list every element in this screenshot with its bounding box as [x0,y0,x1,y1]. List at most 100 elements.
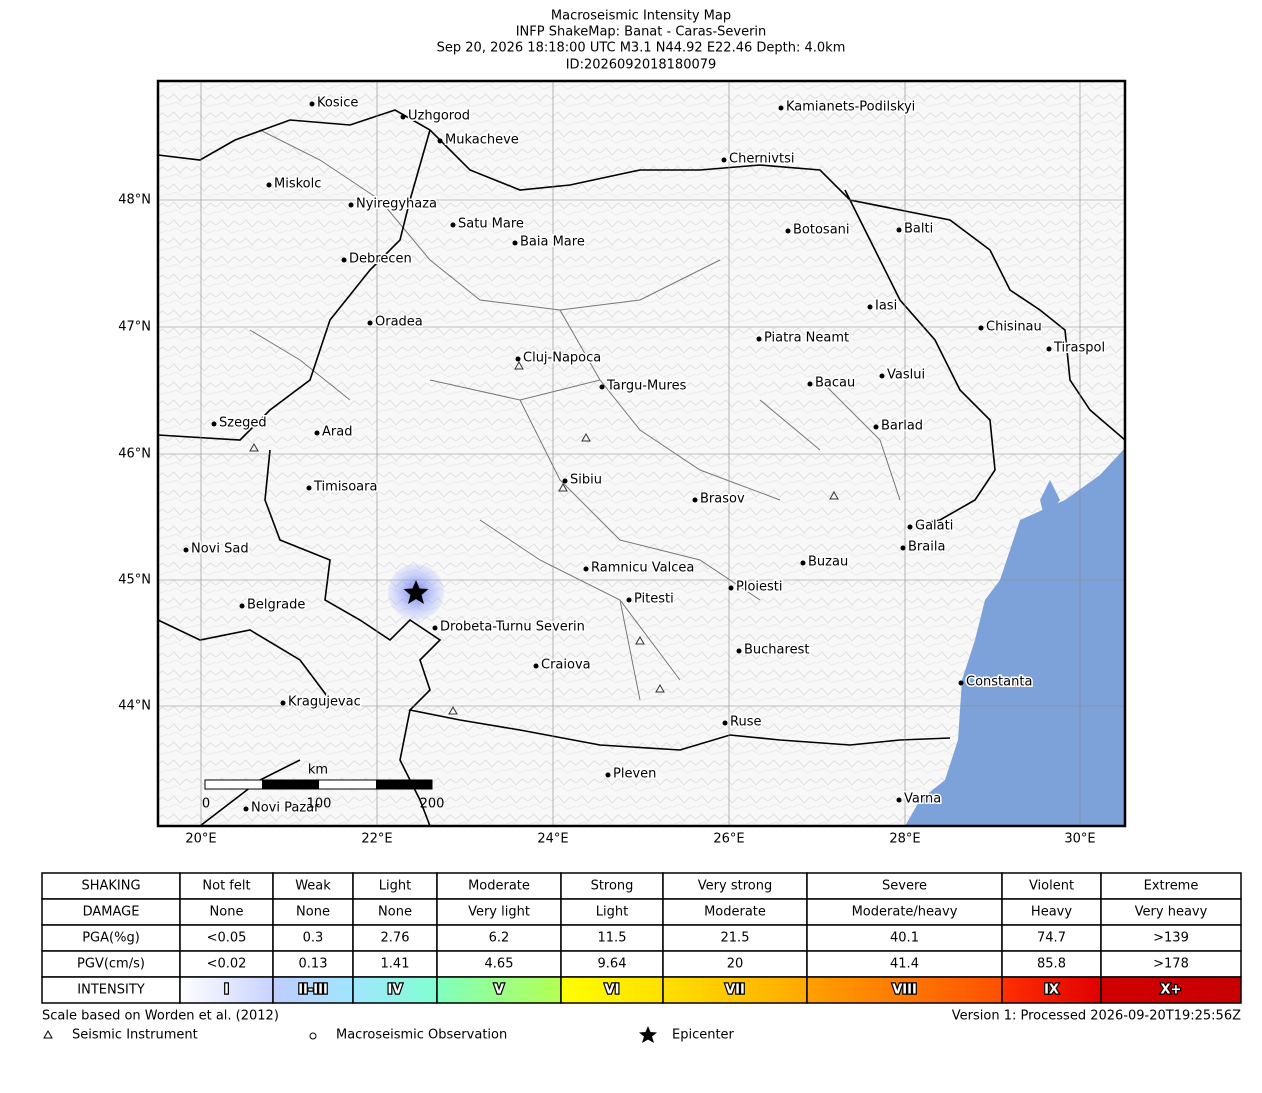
city-label: Chernivtsi [729,152,794,167]
city-dot [721,157,727,163]
city-dot [978,325,984,331]
city-label: Brasov [700,492,745,507]
table-cell [436,872,562,900]
city-dot [515,356,521,362]
table-text: >178 [1153,957,1189,972]
city-label: Ruse [730,715,761,730]
city-dot [309,101,315,107]
city-label: Bacau [815,376,855,391]
city-dot [756,336,762,342]
table-cell [179,872,274,900]
city-dot [785,228,791,234]
border [157,109,1126,441]
station [829,490,839,500]
stations [249,360,839,715]
city-dot [341,257,347,263]
city-dot [348,202,354,208]
city-dot [692,497,698,503]
table-cell [179,898,274,926]
title-line: INFP ShakeMap: Banat - Caras-Severin [516,25,767,40]
city-dot [728,585,734,591]
lon-label: 28°E [889,832,920,847]
city-dot [450,222,456,228]
table-text: 11.5 [598,931,627,946]
city-dot [896,227,902,233]
table-cell [41,924,181,952]
table-text: Strong [591,879,634,894]
border [157,129,431,441]
station [558,482,568,492]
table-cell [1100,872,1242,900]
lat-label: 45°N [118,573,151,588]
city-label: Szeged [219,416,267,431]
table-text: 1.41 [381,957,410,972]
table-text: SHAKING [81,879,140,894]
observation-symbol [309,1032,317,1040]
table-text: Moderate [468,879,530,894]
city-dot [605,772,611,778]
table-text: 40.1 [890,931,919,946]
city-dot [533,663,539,669]
epicenter [403,580,429,604]
city-label: Novi Sad [191,542,249,557]
table-text: INTENSITY [77,983,144,998]
table-cell [560,898,664,926]
city-dot [183,547,189,553]
station [249,442,259,452]
city-label: Craiova [541,658,591,673]
city-dot [400,114,406,120]
table-text: 0.13 [299,957,328,972]
table-cell [41,898,181,926]
table-cell [1001,898,1102,926]
table-text: V [494,983,504,998]
symbol-label: Macroseismic Observation [336,1028,507,1043]
table-text: 0.3 [303,931,324,946]
footer-left: Scale based on Worden et al. (2012) [42,1009,279,1024]
lon-label: 22°E [361,832,392,847]
table-text: Moderate [704,905,766,920]
table-text: 4.65 [485,957,514,972]
city-label: Barlad [881,419,923,434]
table-text: 21.5 [721,931,750,946]
table-cell [806,924,1003,952]
title-line: Sep 20, 2026 18:18:00 UTC M3.1 N44.92 E2… [437,41,846,56]
scale-bar-segment [262,780,319,789]
city-dot [266,182,272,188]
table-text: None [296,905,330,920]
city-dot [958,680,964,686]
city-dot [314,430,320,436]
table-cell [179,976,274,1004]
sea [905,448,1125,826]
title: Macroseismic Intensity Map INFP ShakeMap… [437,9,846,73]
city-label: Balti [904,222,933,237]
lat-label: 48°N [118,193,151,208]
city-label: Varna [904,792,941,807]
scale-label: 100 [307,797,332,812]
scale-unit: km [308,763,328,778]
map: Kosice Uzhgorod Mukacheve Kamianets-Podilsk… [156,79,1127,828]
city-dot [1046,346,1052,352]
city-label: Oradea [375,315,423,330]
city-label: Baia Mare [520,235,585,250]
table-text: VII [725,983,745,998]
city-dot [867,304,873,310]
city-dot [736,648,742,654]
table-text: Heavy [1031,905,1072,920]
table-text: 2.76 [381,931,410,946]
city-dot [626,597,632,603]
symbol-label: Seismic Instrument [72,1028,198,1043]
table-text: Extreme [1144,879,1199,894]
city-dot [211,421,217,427]
table-cell [1100,950,1242,978]
city-label: Tiraspol [1053,341,1105,356]
table-text: IV [388,983,403,998]
city-label: Debrecen [349,252,412,267]
table-text: PGA(%g) [82,931,140,946]
table-text: <0.02 [207,957,247,972]
table-cell [662,950,808,978]
table-cell [352,898,438,926]
table-text: X+ [1161,983,1182,998]
instrument-symbol [43,1029,53,1039]
city-label: Pleven [613,767,656,782]
